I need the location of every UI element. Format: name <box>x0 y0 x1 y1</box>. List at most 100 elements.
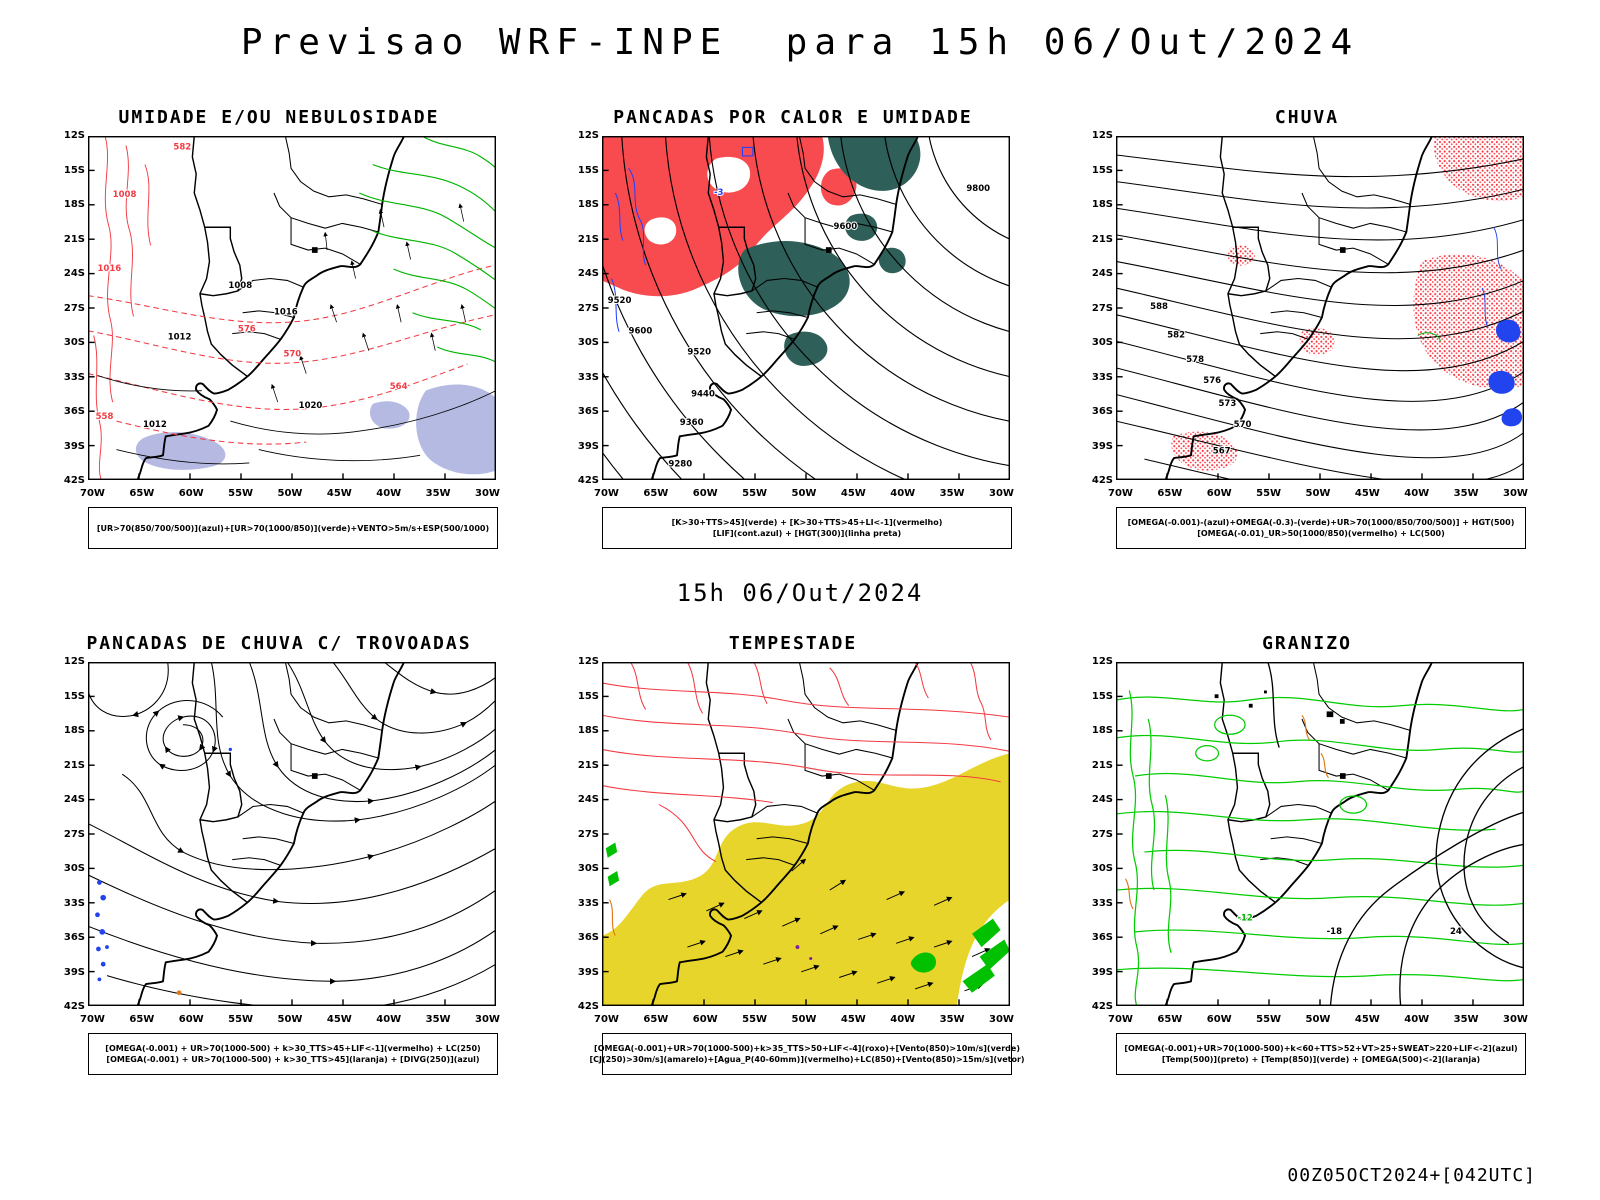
red-thermo-contours <box>602 662 1010 863</box>
lat-tick-label: 18S <box>577 199 599 210</box>
lon-tick-label: 30W <box>1503 1014 1528 1025</box>
lat-tick-label: 39S <box>1091 966 1113 978</box>
teal-convection-fill <box>738 136 921 366</box>
lon-tick-label: 40W <box>376 488 402 499</box>
lat-tick-label: 27S <box>577 828 599 840</box>
forecast-grid-top: UMIDADE E/OU NEBULOSIDADE 12S 15S 18S 21S 24… <box>0 107 1600 549</box>
lon-tick-label: 60W <box>178 488 204 499</box>
svg-text:1008: 1008 <box>113 190 137 200</box>
lon-tick-label: 65W <box>1157 488 1183 499</box>
map-frame-ticks <box>1116 662 1524 1006</box>
lon-tick-label: 30W <box>989 1014 1014 1025</box>
svg-text:-12: -12 <box>1237 913 1252 923</box>
contour-labels: 588 582 578 576 573 570 567 <box>1149 301 1252 457</box>
orange-instability-dot <box>176 990 182 996</box>
lat-tick-label: 42S <box>1091 1001 1113 1012</box>
lon-tick-label: 55W <box>1256 1014 1282 1025</box>
lat-tick-label: 36S <box>577 406 599 417</box>
panel-title: TEMPESTADE <box>728 633 858 654</box>
lat-tick-label: 42S <box>577 1001 599 1012</box>
panel-tempestade: TEMPESTADE 12S 15S 18S 21S 24S 27S 30S 33S 36S 39… <box>574 633 1025 1075</box>
svg-text:582: 582 <box>173 142 191 152</box>
cape-yellow-fill <box>602 753 1010 1006</box>
svg-text:-3: -3 <box>714 188 724 198</box>
temp500-black-contours <box>1267 662 1524 1006</box>
lon-tick-label: 45W <box>840 1014 866 1025</box>
lon-tick-label: 35W <box>939 488 965 499</box>
lon-tick-label: 35W <box>1453 488 1479 499</box>
wind850-vectors <box>668 858 991 992</box>
lon-tick-label: 50W <box>1305 1014 1331 1025</box>
divergence-blue-dots <box>95 747 233 982</box>
lon-tick-label: 45W <box>1354 488 1380 499</box>
panel-granizo: GRANIZO 12S 15S 18S 21S 24S 27S 30S 33S 36S 39S 42… <box>1088 633 1528 1075</box>
lat-tick-label: 12S <box>577 656 599 667</box>
legend-line: [UR>70(850/700/500)](azul)+[UR>70(1000/8… <box>96 523 490 533</box>
panel-pancadas-calor: PANCADAS POR CALOR E UMIDADE 12S 15S 18S 21… <box>574 107 1014 549</box>
lat-tick-label: 15S <box>577 164 599 176</box>
lon-tick-label: 60W <box>692 1014 718 1025</box>
lon-tick-label: 50W <box>791 488 817 499</box>
lon-tick-label: 45W <box>326 488 352 499</box>
legend-line: [OMEGA(-0.001) + UR>70(1000-500) + k>30_… <box>106 1055 480 1064</box>
lat-tick-label: 33S <box>577 897 599 909</box>
lon-tick-label: 50W <box>791 1014 817 1025</box>
panel-title: PANCADAS POR CALOR E UMIDADE <box>613 107 973 128</box>
lat-tick-label: 39S <box>63 966 85 978</box>
lon-tick-label: 65W <box>1157 1014 1183 1025</box>
lat-tick-label: 12S <box>63 656 85 667</box>
lon-tick-label: 50W <box>1305 488 1331 499</box>
legend-line: [LIF](cont.azul) + [HGT(300)](linha pret… <box>712 529 902 538</box>
lat-tick-label: 24S <box>63 268 85 279</box>
svg-text:1016: 1016 <box>97 264 121 274</box>
panel-title: PANCADAS DE CHUVA C/ TROVOADAS <box>86 633 472 654</box>
legend-box: [UR>70(850/700/500)](azul)+[UR>70(1000/8… <box>88 507 498 549</box>
legend-line: [OMEGA(-0.001)-(azul)+OMEGA(-0.3)-(verde… <box>1127 518 1515 527</box>
svg-text:1008: 1008 <box>228 281 252 291</box>
lon-tick-label: 40W <box>376 1014 402 1025</box>
lon-tick-label: 60W <box>692 488 718 499</box>
lat-tick-label: 12S <box>1091 130 1113 141</box>
svg-text:9520: 9520 <box>608 296 632 306</box>
legend-line: [Temp(500)](preto) + [Temp(850)](verde) … <box>1161 1055 1481 1064</box>
forecast-grid-bottom: PANCADAS DE CHUVA C/ TROVOADAS 12S 15S 18S… <box>0 633 1600 1075</box>
lat-tick-label: 18S <box>1091 725 1113 736</box>
legend-line: [K>30+TTS>45](verde) + [K>30+TTS>45+LI<-… <box>671 518 943 527</box>
map-canvas-granizo: -12 -18 24 <box>1116 662 1524 1006</box>
lat-tick-label: 27S <box>63 302 85 314</box>
run-info: 00Z05OCT2024+[042UTC] <box>1287 1165 1536 1186</box>
panel-title: CHUVA <box>1274 107 1340 128</box>
lat-tick-label: 21S <box>577 759 599 771</box>
lat-tick-label: 24S <box>1091 268 1113 279</box>
coastline <box>136 662 406 1006</box>
lon-tick-label: 70W <box>1108 488 1133 499</box>
svg-text:9800: 9800 <box>966 184 990 194</box>
lat-tick-label: 33S <box>577 371 599 383</box>
lif-blue-contours <box>611 146 754 332</box>
lon-axis: 70W 65W 60W 55W 50W 45W 40W 35W 30W <box>80 1014 500 1025</box>
lon-tick-label: 65W <box>129 488 155 499</box>
cloud-shading-lavender <box>135 384 496 475</box>
lat-tick-label: 18S <box>63 199 85 210</box>
svg-text:567: 567 <box>1213 446 1231 456</box>
lat-tick-label: 36S <box>1091 932 1113 943</box>
lon-tick-label: 45W <box>840 488 866 499</box>
legend-box: [OMEGA(-0.001) + UR>70(1000-500) + k>30_… <box>88 1033 498 1075</box>
lat-tick-label: 15S <box>63 690 85 702</box>
legend-box: [OMEGA(-0.001)+UR>70(1000-500)+k<60+TTS>… <box>1116 1033 1526 1075</box>
svg-text:9360: 9360 <box>680 418 704 428</box>
legend-line: [OMEGA(-0.001)+UR>70(1000-500)+k<60+TTS>… <box>1124 1044 1518 1053</box>
lat-axis: 12S 15S 18S 21S 24S 27S 30S 33S 36S 39S 42S <box>1088 656 1116 1012</box>
lat-tick-label: 42S <box>63 1001 85 1012</box>
lon-tick-label: 70W <box>594 1014 619 1025</box>
svg-text:9520: 9520 <box>687 348 711 358</box>
svg-text:573: 573 <box>1218 399 1236 409</box>
lat-tick-label: 21S <box>577 233 599 245</box>
lat-tick-label: 15S <box>1091 164 1113 176</box>
green-humidity-contours <box>359 136 496 363</box>
lon-tick-label: 40W <box>1404 1014 1430 1025</box>
lon-tick-label: 60W <box>1206 1014 1232 1025</box>
lon-tick-label: 65W <box>129 1014 155 1025</box>
map-pancadas-calor: -3 9800 9600 9520 9600 9520 9440 9360 9280 <box>602 136 1010 480</box>
svg-text:564: 564 <box>390 382 408 392</box>
